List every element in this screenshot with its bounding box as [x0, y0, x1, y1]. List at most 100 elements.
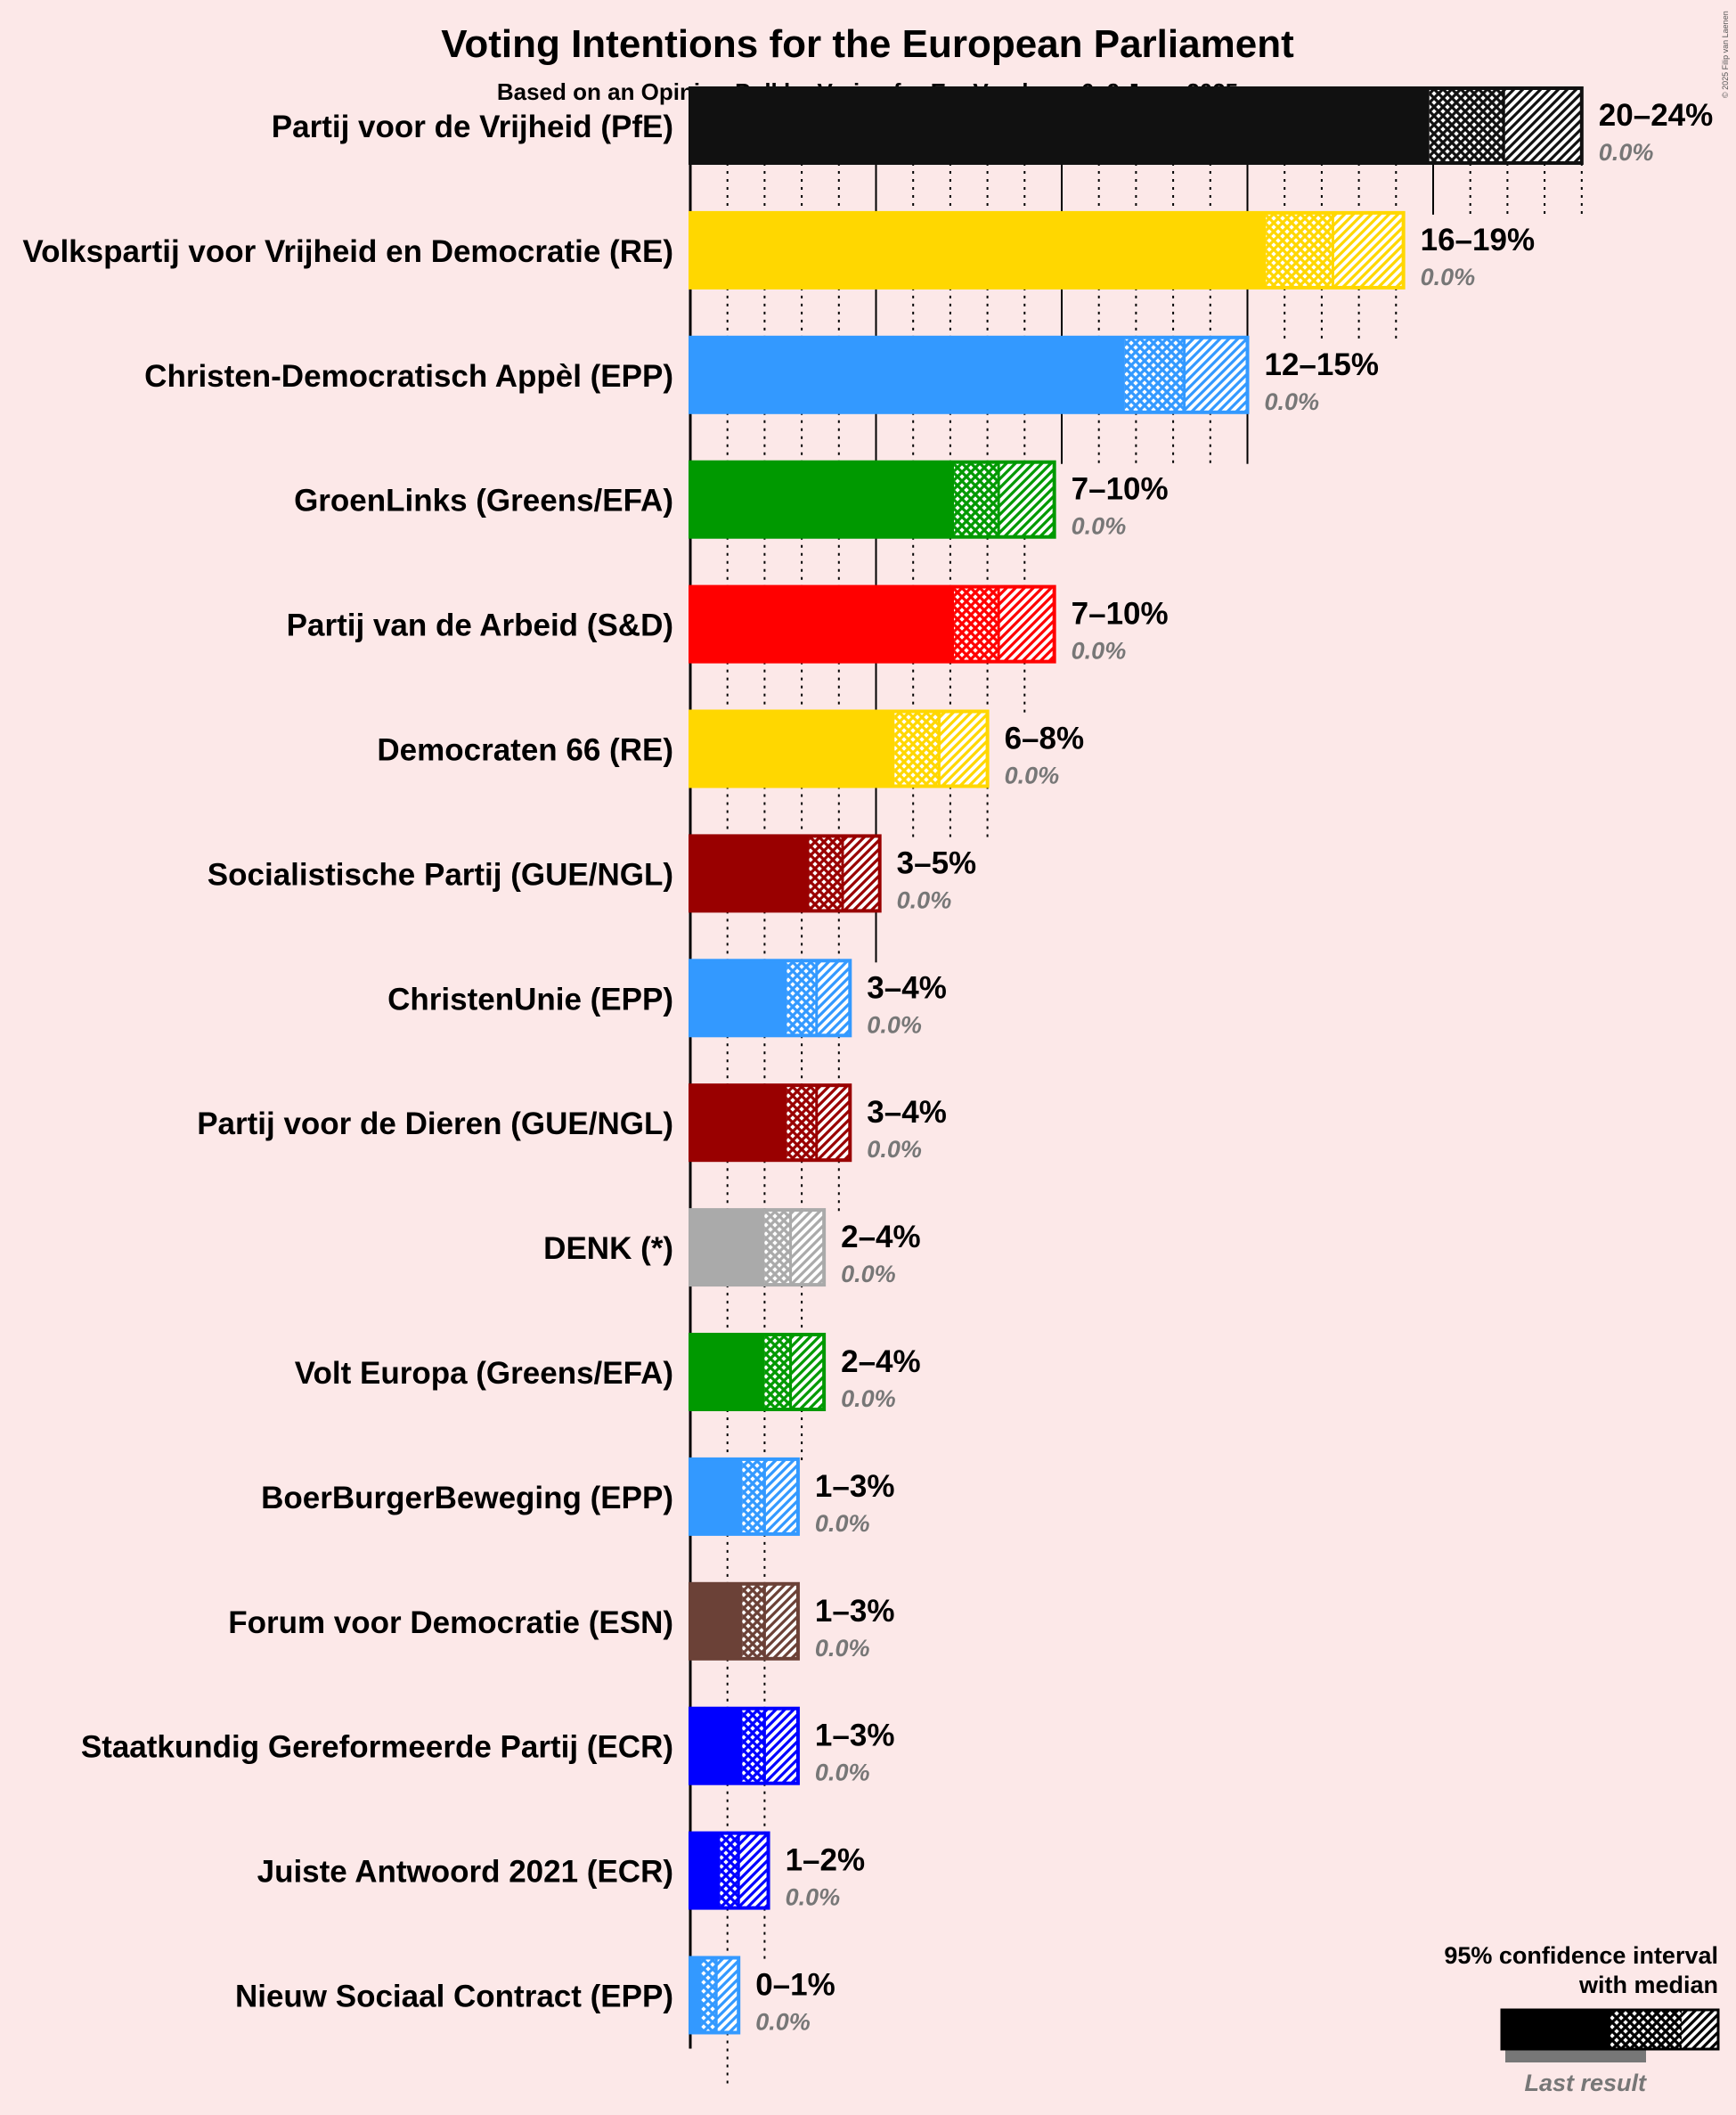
- bar-outline: [689, 709, 990, 788]
- bar-outline: [689, 959, 852, 1038]
- bar-lower-segment: [690, 337, 1125, 412]
- party-row: Juiste Antwoord 2021 (ECR) 1–2% 0.0%: [257, 1831, 866, 1911]
- party-label: Juiste Antwoord 2021 (ECR): [257, 1855, 673, 1890]
- bar-outline: [689, 1581, 800, 1661]
- bar-ci-high-segment: [842, 836, 880, 911]
- last-result-label: 0.0%: [867, 1011, 922, 1038]
- range-label: 1–2%: [786, 1843, 866, 1878]
- bar-ci-high-segment: [939, 711, 988, 787]
- bar-lower-segment: [690, 461, 955, 537]
- bar-lower-segment: [690, 1583, 743, 1659]
- bar-lower-segment: [690, 836, 810, 911]
- range-label: 1–3%: [815, 1719, 895, 1753]
- range-label: 7–10%: [1072, 472, 1169, 507]
- party-label: Forum voor Democratie (ESN): [228, 1605, 673, 1640]
- bar-lower-segment: [690, 711, 895, 787]
- party-row: Volkspartij voor Vrijheid en Democratie …: [22, 210, 1535, 290]
- chart-title: Voting Intentions for the European Parli…: [441, 22, 1294, 66]
- party-label: Democraten 66 (RE): [377, 733, 673, 768]
- party-row: Socialistische Partij (GUE/NGL) 3–5% 0.0%: [208, 834, 976, 913]
- last-result-label: 0.0%: [755, 2009, 811, 2036]
- bar-ci-high-segment: [764, 1458, 798, 1534]
- legend-last-result-label: Last result: [1524, 2070, 1647, 2096]
- legend-outline: [1500, 2008, 1720, 2051]
- bar-outline: [689, 834, 882, 913]
- party-row: Staatkundig Gereformeerde Partij (ECR) 1–…: [81, 1706, 895, 1786]
- bar-outline: [689, 1706, 800, 1785]
- party-label: BoerBurgerBeweging (EPP): [261, 1481, 673, 1515]
- bar-ci-high-segment: [816, 1085, 851, 1161]
- bar-outline: [689, 1956, 741, 2035]
- party-label: Partij voor de Vrijheid (PfE): [272, 110, 673, 144]
- bar-outline: [689, 1457, 800, 1536]
- legend-diagonal-bar: [1682, 2010, 1718, 2049]
- party-row: Nieuw Sociaal Contract (EPP) 0–1% 0.0%: [235, 1956, 835, 2036]
- bar-lower-segment: [690, 1458, 743, 1534]
- bar-ci-high-segment: [716, 1957, 739, 2033]
- party-label: Staatkundig Gereformeerde Partij (ECR): [81, 1730, 673, 1765]
- bar-ci-low-segment: [1266, 212, 1333, 288]
- bar-ci-high-segment: [816, 960, 851, 1036]
- bar-ci-high-segment: [1333, 212, 1404, 288]
- range-label: 2–4%: [841, 1220, 921, 1254]
- range-label: 16–19%: [1421, 223, 1535, 257]
- bar-ci-high-segment: [790, 1210, 825, 1286]
- last-result-label: 0.0%: [1421, 264, 1476, 290]
- last-result-label: 0.0%: [841, 1261, 896, 1287]
- bar-outline: [689, 584, 1056, 664]
- bar-lower-segment: [690, 1957, 702, 2033]
- party-label: Volt Europa (Greens/EFA): [295, 1356, 673, 1391]
- party-label: Volkspartij voor Vrijheid en Democratie …: [22, 234, 673, 269]
- bar-ci-low-segment: [701, 1957, 717, 2033]
- bar-outline: [689, 460, 1056, 539]
- last-result-label: 0.0%: [1072, 513, 1127, 540]
- party-label: DENK (*): [543, 1231, 673, 1266]
- party-row: DENK (*) 2–4% 0.0%: [543, 1208, 921, 1287]
- legend-crosshatch-bar: [1610, 2010, 1682, 2049]
- bar-ci-low-segment: [720, 1833, 739, 1908]
- bar-ci-low-segment: [786, 960, 817, 1036]
- bar-ci-high-segment: [1504, 88, 1582, 163]
- party-row: Christen-Democratisch Appèl (EPP) 12–15% 0…: [144, 335, 1379, 415]
- bar-ci-low-segment: [1429, 88, 1504, 163]
- bar-ci-high-segment: [998, 461, 1055, 537]
- range-label: 3–4%: [867, 1095, 947, 1130]
- party-label: GroenLinks (Greens/EFA): [294, 484, 673, 519]
- bar-lower-segment: [690, 212, 1267, 288]
- bar-ci-low-segment: [1124, 337, 1185, 412]
- bar-lower-segment: [690, 1335, 765, 1409]
- legend-line-2: with median: [1578, 1972, 1718, 1998]
- last-result-label: 0.0%: [1072, 638, 1127, 665]
- bar-ci-low-segment: [786, 1085, 817, 1161]
- range-label: 0–1%: [755, 1968, 835, 2003]
- bar-ci-low-segment: [764, 1335, 791, 1409]
- party-label: Partij voor de Dieren (GUE/NGL): [197, 1106, 673, 1141]
- range-label: 20–24%: [1599, 98, 1713, 133]
- last-result-label: 0.0%: [815, 1635, 870, 1662]
- bar-ci-high-segment: [738, 1833, 769, 1908]
- bar-ci-low-segment: [954, 586, 999, 662]
- party-row: Partij van de Arbeid (S&D) 7–10% 0.0%: [287, 584, 1169, 665]
- last-result-label: 0.0%: [786, 1884, 841, 1911]
- party-row: Democraten 66 (RE) 6–8% 0.0%: [377, 709, 1084, 789]
- bar-ci-high-segment: [764, 1708, 798, 1784]
- range-label: 1–3%: [815, 1594, 895, 1629]
- party-row: ChristenUnie (EPP) 3–4% 0.0%: [387, 959, 947, 1038]
- last-result-label: 0.0%: [815, 1760, 870, 1786]
- bar-ci-low-segment: [894, 711, 940, 787]
- last-result-label: 0.0%: [1599, 139, 1654, 166]
- bar-outline: [689, 1208, 827, 1287]
- legend: 95% confidence interval with median Last…: [1444, 1942, 1720, 2096]
- party-row: Partij voor de Vrijheid (PfE) 20–24% 0.0%: [272, 86, 1713, 166]
- bar-outline: [689, 86, 1584, 165]
- bar-ci-low-segment: [742, 1708, 765, 1784]
- last-result-label: 0.0%: [897, 886, 952, 913]
- party-row: Forum voor Democratie (ESN) 1–3% 0.0%: [228, 1581, 895, 1662]
- bar-ci-low-segment: [742, 1458, 765, 1534]
- range-label: 3–4%: [867, 970, 947, 1005]
- bar-outline: [689, 1831, 770, 1910]
- bar-ci-low-segment: [809, 836, 843, 911]
- bar-outline: [689, 210, 1406, 290]
- last-result-label: 0.0%: [1265, 388, 1320, 415]
